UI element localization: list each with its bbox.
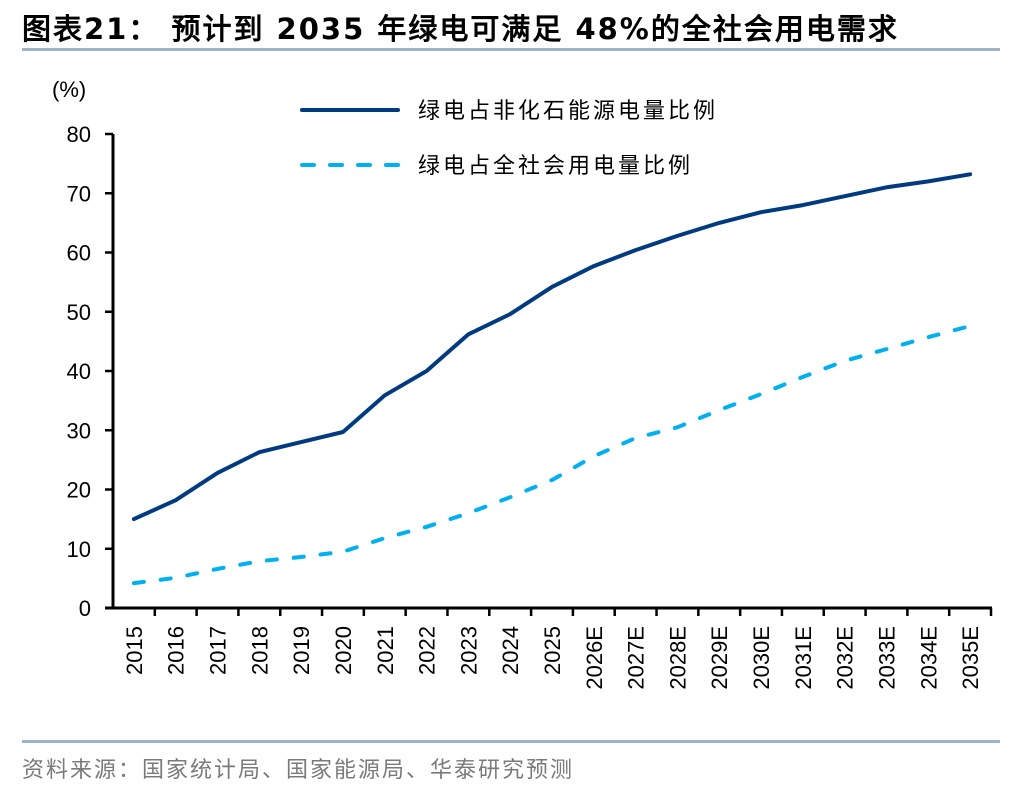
series-line-nonfossil-share: [131, 172, 973, 522]
x-tick-label: 2030E: [749, 626, 774, 690]
y-axis-ticks: 0 10 20 30 40 50 60 70 80: [67, 122, 113, 621]
title-underline: [22, 48, 1000, 51]
x-tick-label: 2018: [247, 626, 272, 675]
x-tick-label: 2021: [373, 626, 398, 675]
y-axis-unit-label: (%): [52, 77, 86, 102]
source-rule: [22, 740, 1000, 743]
y-tick-label: 40: [67, 359, 91, 384]
x-tick-label: 2024: [498, 626, 523, 675]
y-tick-label: 20: [67, 478, 91, 503]
x-tick-label: 2017: [206, 626, 231, 675]
y-tick-label: 70: [67, 181, 91, 206]
y-tick-label: 30: [67, 418, 91, 443]
x-tick-label: 2025: [540, 626, 565, 675]
figure-title: 图表21： 预计到 2035 年绿电可满足 48%的全社会用电需求: [22, 12, 899, 46]
x-tick-label: 2015: [122, 626, 147, 675]
x-tick-label: 2020: [331, 626, 356, 675]
x-tick-label: 2028E: [665, 626, 690, 690]
y-tick-label: 10: [67, 537, 91, 562]
source-note: 资料来源：国家统计局、国家能源局、华泰研究预测: [22, 758, 575, 783]
y-tick-label: 50: [67, 300, 91, 325]
x-tick-label: 2019: [289, 626, 314, 675]
legend-label: 绿电占全社会用电量比例: [418, 154, 693, 179]
x-tick-label: 2029E: [707, 626, 732, 690]
x-tick-label: 2023: [456, 626, 481, 675]
series-lines: [131, 172, 973, 586]
y-tick-label: 60: [67, 241, 91, 266]
x-tick-label: 2022: [415, 626, 440, 675]
x-tick-label: 2026E: [582, 626, 607, 690]
series-line-total-demand-share: [131, 324, 973, 586]
x-tick-label: 2033E: [874, 626, 899, 690]
x-tick-label: 2027E: [624, 626, 649, 690]
x-tick-label: 2034E: [916, 626, 941, 690]
y-tick-label: 80: [67, 122, 91, 147]
axes: [105, 134, 992, 610]
x-axis-ticks: 2015 2016 2017 2018 2019 2020 2021 2022 2023 2024…: [122, 608, 993, 690]
x-tick-label: 2031E: [791, 626, 816, 690]
y-tick-label: 0: [79, 596, 91, 621]
x-tick-label: 2016: [164, 626, 189, 675]
x-tick-label: 2032E: [833, 626, 858, 690]
x-tick-label: 2035E: [958, 626, 983, 690]
legend-label: 绿电占非化石能源电量比例: [418, 99, 718, 124]
